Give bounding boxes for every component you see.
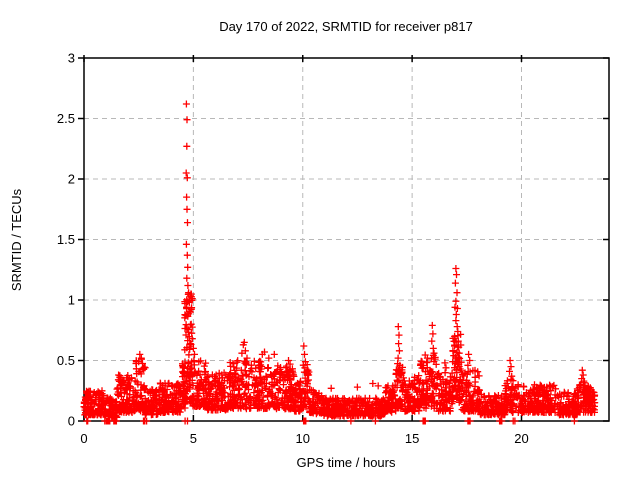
y-tick-label: 3 xyxy=(68,51,75,66)
y-tick-label: 2.5 xyxy=(57,111,75,126)
x-tick-label: 5 xyxy=(190,431,197,446)
x-tick-label: 10 xyxy=(296,431,310,446)
x-tick-label: 15 xyxy=(405,431,419,446)
y-tick-label: 0 xyxy=(68,414,75,429)
scatter-points-layer xyxy=(80,100,599,425)
y-axis-label: SRMTID / TECUs xyxy=(9,188,24,291)
axis-layer: 0 0.5 1 1.5 2 2.5 3 0 5 10 15 20 xyxy=(57,51,610,446)
x-tick-label: 0 xyxy=(80,431,87,446)
y-tick-label: 0.5 xyxy=(57,353,75,368)
data-points-plus-markers xyxy=(80,100,599,425)
y-tick-label: 2 xyxy=(68,172,75,187)
y-tick-label: 1 xyxy=(68,293,75,308)
chart-title: Day 170 of 2022, SRMTID for receiver p81… xyxy=(219,19,473,34)
y-tick-label: 1.5 xyxy=(57,232,75,247)
grid-layer xyxy=(84,58,609,421)
x-axis-label: GPS time / hours xyxy=(297,455,396,470)
x-tick-label: 20 xyxy=(514,431,528,446)
